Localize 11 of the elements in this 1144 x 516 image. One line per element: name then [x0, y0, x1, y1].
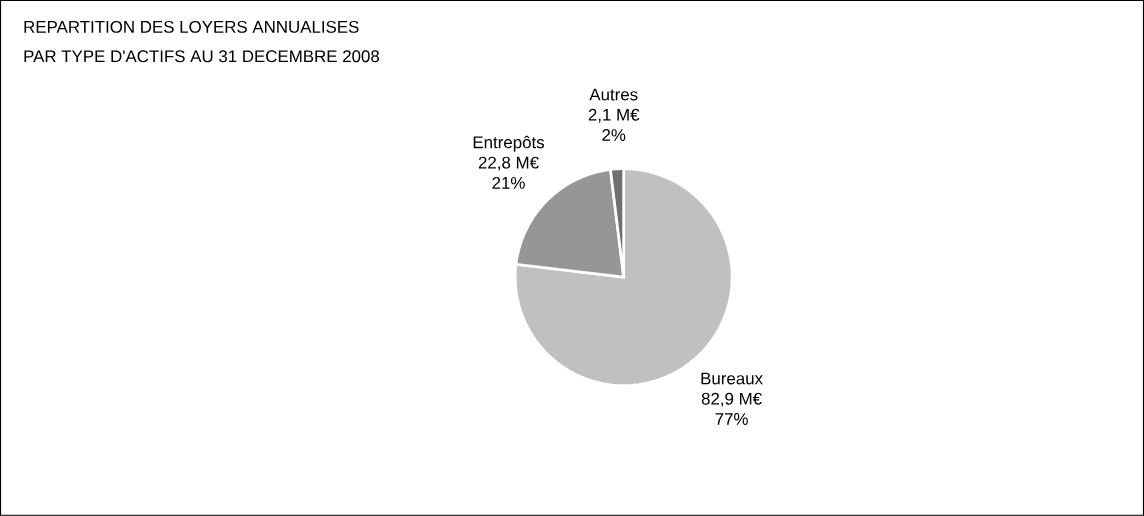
data-label: 2,1 M€	[588, 108, 640, 123]
data-label: 22,8 M€	[478, 156, 539, 171]
text: 21%	[492, 177, 525, 189]
data-label: 82,9 M€	[701, 392, 762, 407]
slice-label: Bureaux	[701, 372, 763, 385]
text: 2%	[602, 129, 626, 142]
text: REPARTITION DES LOYERS ANNUALISES	[24, 21, 359, 33]
slice-label: Autres	[589, 88, 638, 101]
slice-label: Entrepôts	[473, 135, 545, 152]
text: PAR TYPE D'ACTIFS AU 31 DECEMBRE 2008	[24, 50, 380, 63]
text: 77%	[715, 413, 748, 426]
